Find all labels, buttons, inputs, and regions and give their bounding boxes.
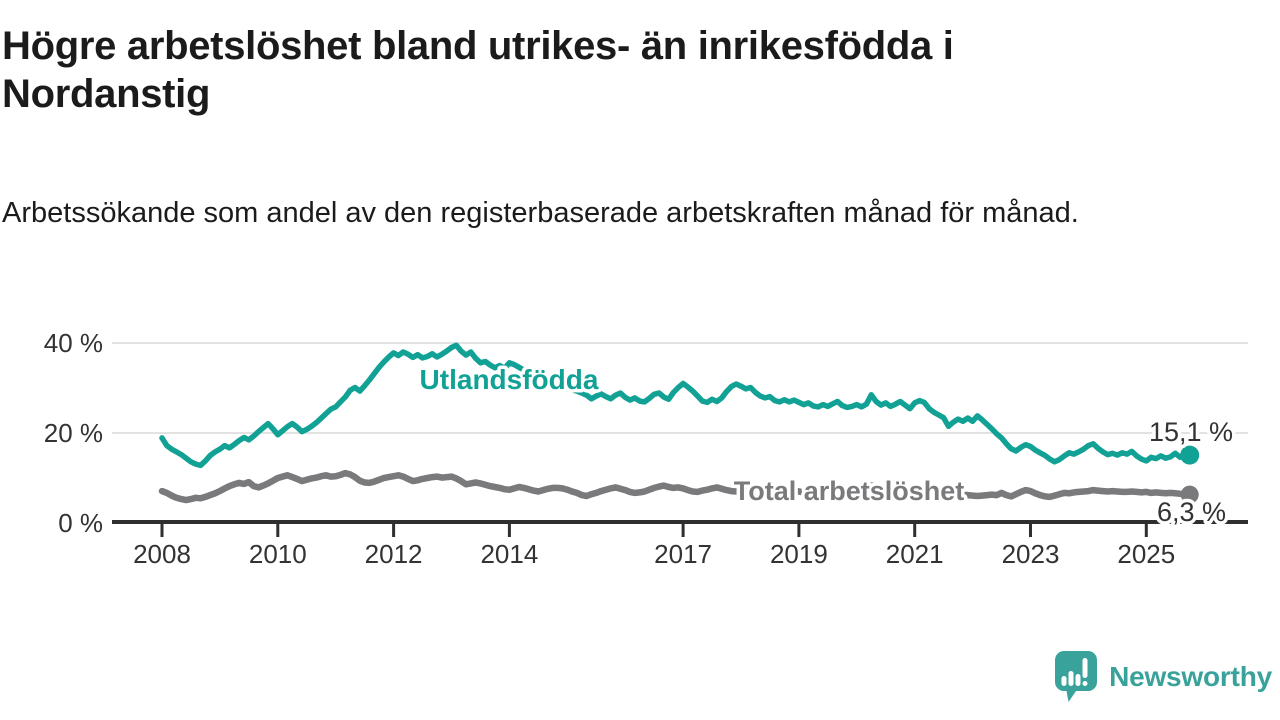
- utlandsfodda-end-dot: [1180, 445, 1200, 465]
- utlandsfodda-series-label: Utlandsfödda: [420, 364, 599, 395]
- total-series-label: Total arbetslöshet: [734, 476, 965, 506]
- y-axis-label: 0 %: [58, 508, 103, 538]
- utlandsfodda-line: [159, 342, 1193, 469]
- x-axis-ticks: [160, 522, 1148, 537]
- newsworthy-logo: Newsworthy: [1054, 650, 1272, 703]
- y-axis-labels: 0 % 20 % 40 %: [44, 328, 103, 538]
- utlandsfodda-end-value: 15,1 %: [1149, 417, 1233, 447]
- x-axis-label: 2014: [480, 539, 538, 569]
- bar-2: [1068, 671, 1074, 686]
- total-end-dot: [1180, 485, 1199, 504]
- total-end-value: 6,3 %: [1157, 497, 1226, 527]
- x-axis-label: 2025: [1117, 539, 1175, 569]
- bar-1: [1061, 676, 1067, 686]
- x-axis-label: 2017: [654, 539, 712, 569]
- x-axis-label: 2008: [133, 539, 191, 569]
- x-axis-label: 2012: [365, 539, 423, 569]
- exclamation-bar: [1082, 658, 1088, 678]
- y-axis-label: 40 %: [44, 328, 103, 358]
- x-axis-label: 2021: [886, 539, 944, 569]
- newsworthy-logo-icon: [1055, 651, 1098, 702]
- y-axis-label: 20 %: [44, 418, 103, 448]
- x-axis-label: 2010: [249, 539, 307, 569]
- x-axis-label: 2019: [770, 539, 828, 569]
- exclamation-dot: [1082, 681, 1088, 686]
- newsworthy-logo-text: Newsworthy: [1109, 660, 1272, 692]
- total-arbetsloshet-line: [158, 469, 1193, 504]
- x-axis-label: 2023: [1002, 539, 1060, 569]
- page-title: Högre arbetslöshet bland utrikes- än inr…: [2, 24, 954, 116]
- x-axis-labels: 2008 2010 2012 2014 2017 2019 2021 2023 2025: [133, 539, 1175, 569]
- chart-subtitle: Arbetssökande som andel av den registerb…: [2, 197, 1079, 229]
- bar-3: [1075, 674, 1081, 686]
